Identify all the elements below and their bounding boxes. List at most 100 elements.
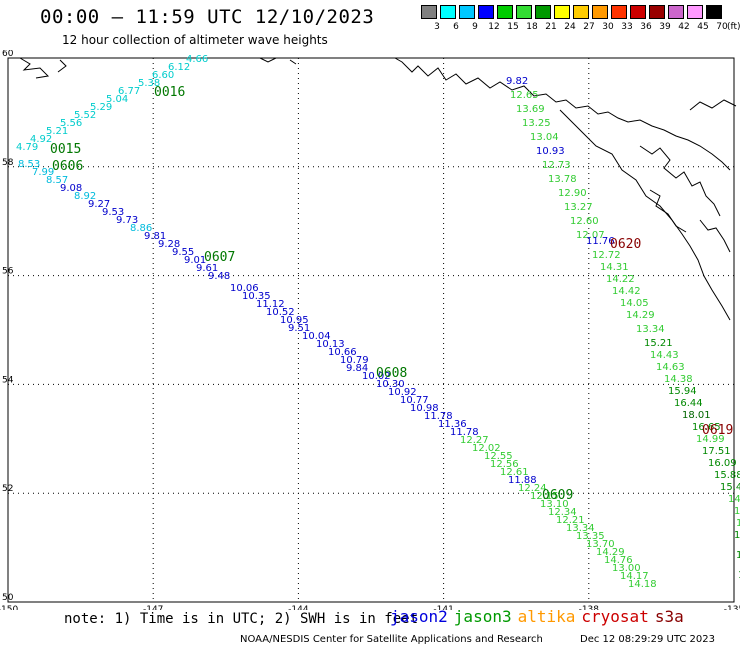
lat-tick-label: 56: [2, 267, 14, 277]
wave-height-value: 5.38: [138, 78, 160, 89]
wave-height-value: 12.27: [460, 435, 489, 446]
scale-unit: (ft): [727, 22, 740, 32]
wave-height-value: 17.51: [702, 446, 731, 457]
wave-height-value: 16.44: [674, 398, 703, 409]
scale-swatch: [611, 5, 627, 19]
wave-height-value: 10.30: [376, 379, 405, 390]
coastline-layer: [19, 57, 737, 321]
wave-height-value: 6.60: [152, 70, 174, 81]
scale-label: 36: [640, 22, 652, 32]
scale-label: 6: [453, 22, 459, 32]
scale-swatch: [440, 5, 456, 19]
lon-tick-label: -144: [288, 605, 309, 610]
wave-height-value: 13.34: [566, 523, 595, 534]
lat-tick-label: 58: [2, 158, 14, 168]
wave-height-value: 10.92: [388, 387, 417, 398]
wave-height-value: 13.10: [540, 499, 569, 510]
pass-time-label: 0607: [204, 250, 235, 265]
label-layer: -150 -147 -144 -141 -138 -135 60 58 56 54 52 50 4.66…: [0, 50, 740, 610]
wave-height-value: 5.29: [90, 102, 112, 113]
wave-height-value: 15.1: [0, 50, 22, 53]
scale-label: 15: [507, 22, 519, 32]
wave-height-value: 12.15: [530, 491, 559, 502]
wave-height-value: 11.78: [424, 411, 453, 422]
wave-height-value: 11.36: [438, 419, 467, 430]
chart-subtitle: 12 hour collection of altimeter wave hei…: [62, 33, 328, 47]
wave-height-value: 12.24: [518, 483, 547, 494]
scale-swatch: [649, 5, 665, 19]
wave-height-value: 11.12: [256, 299, 285, 310]
scale-swatch: [516, 5, 532, 19]
wave-height-value: 8.86: [130, 223, 152, 234]
wave-height-value: 18.01: [682, 410, 711, 421]
lat-tick-label: 52: [2, 484, 13, 494]
wave-height-value: 14.22: [606, 274, 635, 285]
wave-height-value: 12.72: [592, 250, 621, 261]
wave-height-value: 12.02: [472, 443, 501, 454]
wave-height-value: 9.73: [116, 215, 138, 226]
wave-height-value: 12.21: [556, 515, 585, 526]
wave-height-value: 4.79: [16, 142, 38, 153]
wave-height-value: 14.29: [596, 547, 625, 558]
wave-height-value: 9.55: [172, 247, 194, 258]
wave-height-value: 16.65: [692, 422, 721, 433]
coastline-kodiak-fragment: [19, 57, 67, 79]
scale-label: 27: [583, 22, 595, 32]
graticule-layer: [7, 57, 735, 603]
wave-height-value: 14.18: [628, 579, 657, 590]
scale-swatch: [573, 5, 589, 19]
wave-height-value: 15.60: [734, 530, 740, 541]
wave-height-value: 12.56: [490, 459, 519, 470]
scale-label: 70: [716, 22, 728, 32]
wave-height-value: 5.56: [60, 118, 82, 129]
scale-label: 12: [488, 22, 500, 32]
wave-height-value: 8.92: [74, 191, 96, 202]
wave-height-value: 14.05: [620, 298, 649, 309]
wave-height-value: 13.04: [530, 132, 559, 143]
lon-tick-label: -150: [0, 605, 18, 610]
wave-height-value: 4.92: [30, 134, 52, 145]
wave-height-value: 13.78: [548, 174, 577, 185]
satellite-legend: jason2 jason3 altika cryosat s3a: [390, 607, 690, 626]
footer-credit: NOAA/NESDIS Center for Satellite Applica…: [240, 634, 543, 645]
coastline-alaska-north: [394, 57, 731, 171]
wave-height-value: 9.81: [144, 231, 166, 242]
scale-label: 30: [602, 22, 614, 32]
wave-height-value: 13.35: [576, 531, 605, 542]
satellite-label-cryosat: cryosat: [581, 607, 649, 626]
map-canvas: -150 -147 -144 -141 -138 -135 60 58 56 54 52 50 4.66…: [0, 50, 740, 610]
pass-time-label: 0015: [50, 142, 81, 157]
wave-height-value: 9.51: [288, 323, 310, 334]
wave-height-value: 6.77: [118, 86, 140, 97]
satellite-label-altika: altika: [517, 607, 576, 626]
wave-height-value: 7.99: [32, 167, 54, 178]
scale-swatch: [535, 5, 551, 19]
scale-label: 9: [472, 22, 478, 32]
wave-height-value: 12.61: [500, 467, 529, 478]
scale-swatch: [668, 5, 684, 19]
wave-height-value: 10.13: [316, 339, 345, 350]
wave-height-value: 10.79: [340, 355, 369, 366]
wave-height-value: 13.96: [736, 518, 740, 529]
wave-height-value: 14.86: [734, 506, 740, 517]
wave-height-value: 9.61: [196, 263, 218, 274]
wave-height-value: 14.31: [600, 262, 629, 273]
wave-height-value: 14.43: [650, 350, 679, 361]
footer-timestamp: Dec 12 08:29:29 UTC 2023: [580, 634, 715, 645]
wave-height-value: 11.88: [508, 475, 537, 486]
wave-height-value: 10.93: [536, 146, 565, 157]
wave-height-value: 5.52: [74, 110, 96, 121]
wave-height-value: 10.02: [362, 371, 391, 382]
wave-height-value: 12.34: [548, 507, 577, 518]
lon-tick-label: -141: [433, 605, 453, 610]
wave-height-value: 9.84: [346, 363, 368, 374]
wave-height-value: 15.94: [668, 386, 697, 397]
wave-height-value: 15.0: [736, 550, 740, 561]
wave-height-value: 11.78: [450, 427, 479, 438]
wave-height-value: 13.34: [636, 324, 665, 335]
wave-height-value: 12.73: [542, 160, 571, 171]
wave-height-value: 15.21: [644, 338, 673, 349]
wave-height-value: 10.35: [242, 291, 271, 302]
scale-label: 39: [659, 22, 671, 32]
wave-height-value: 8.57: [46, 175, 68, 186]
